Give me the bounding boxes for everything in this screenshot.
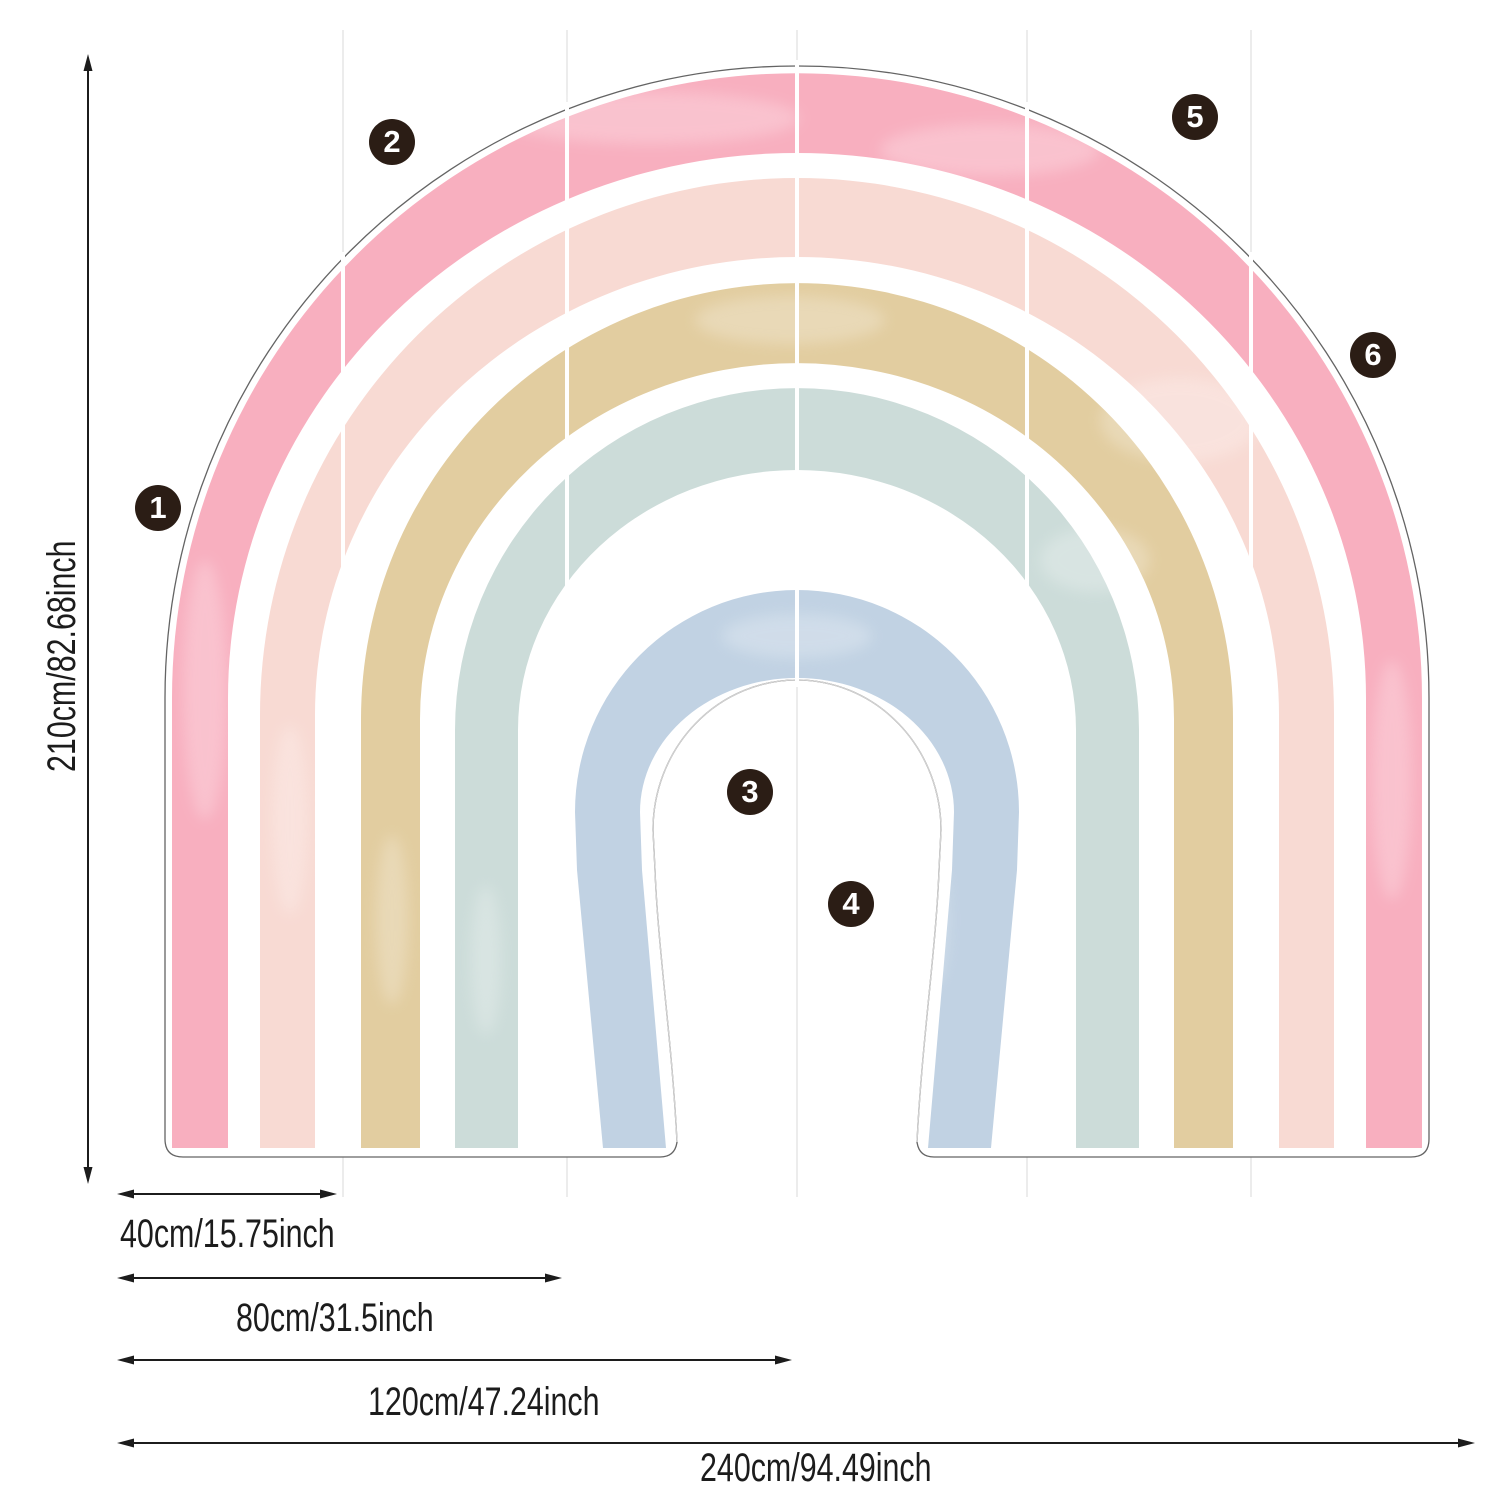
dimension-arrowheads xyxy=(83,54,1475,1448)
height-dimension-label: 210cm/82.68inch xyxy=(40,540,84,772)
panel-marker-3: 3 xyxy=(727,769,773,815)
panel-marker-5: 5 xyxy=(1172,94,1218,140)
width-80-label: 80cm/31.5inch xyxy=(236,1296,434,1340)
panel-marker-4: 4 xyxy=(828,881,874,927)
width-40-label: 40cm/15.75inch xyxy=(120,1212,335,1256)
rainbow-bands xyxy=(172,73,1422,1149)
contour-breaks xyxy=(341,60,1253,687)
width-120-label: 120cm/47.24inch xyxy=(368,1380,600,1424)
width-240-label: 240cm/94.49inch xyxy=(700,1446,932,1490)
panel-marker-6: 6 xyxy=(1350,332,1396,378)
band-5-blue xyxy=(575,590,1019,1148)
watercolor-highlights xyxy=(183,92,1412,1035)
panel-marker-1: 1 xyxy=(135,485,181,531)
dimension-lines xyxy=(87,60,1471,1444)
panel-marker-2: 2 xyxy=(369,119,415,165)
